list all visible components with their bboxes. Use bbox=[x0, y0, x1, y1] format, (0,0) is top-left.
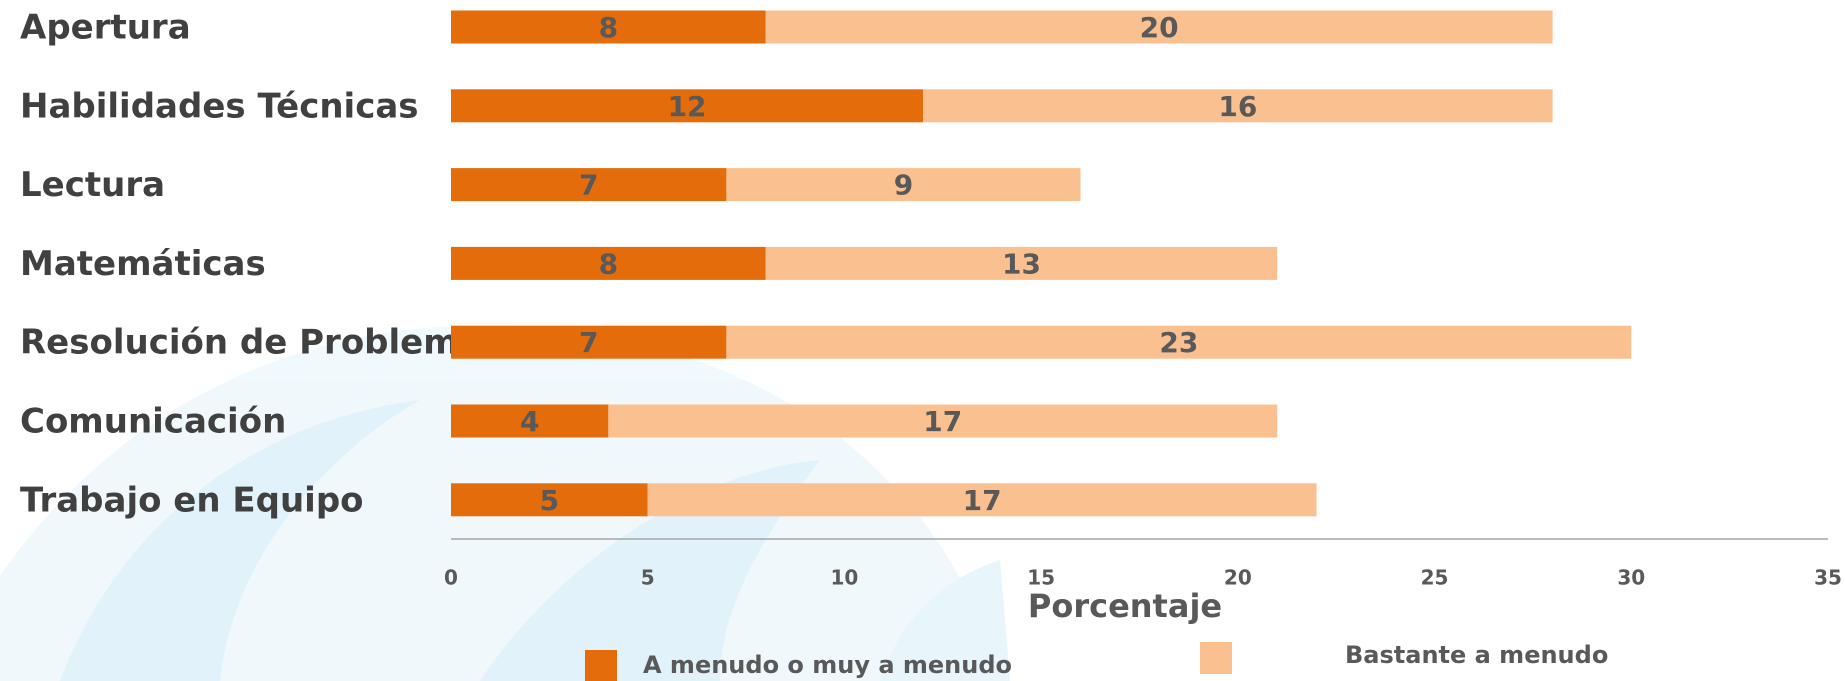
x-tick-label: 0 bbox=[444, 566, 458, 590]
x-tick-label: 35 bbox=[1814, 566, 1842, 590]
category-label: Matemáticas bbox=[20, 244, 266, 284]
value-label: 16 bbox=[1218, 90, 1257, 123]
value-label: 9 bbox=[894, 169, 913, 202]
bar-segment bbox=[451, 168, 727, 202]
value-label: 4 bbox=[520, 405, 539, 438]
category-label: Habilidades Técnicas bbox=[20, 86, 419, 126]
bar-segment bbox=[923, 89, 1553, 123]
legend-swatch bbox=[1200, 642, 1232, 674]
x-tick-label: 20 bbox=[1224, 566, 1252, 590]
value-label: 20 bbox=[1140, 11, 1179, 44]
bar-segment bbox=[451, 325, 727, 359]
value-label: 17 bbox=[963, 484, 1002, 517]
bar-segment bbox=[451, 246, 766, 280]
value-label: 13 bbox=[1002, 247, 1041, 280]
value-label: 5 bbox=[540, 484, 559, 517]
watermark-shape bbox=[880, 560, 1010, 681]
legend-label: A menudo o muy a menudo bbox=[643, 651, 1012, 679]
x-tick-label: 30 bbox=[1617, 566, 1645, 590]
legend-swatch bbox=[585, 650, 617, 681]
bar-segment bbox=[451, 89, 924, 123]
x-tick-label: 25 bbox=[1421, 566, 1449, 590]
bar-segment bbox=[726, 325, 1632, 359]
x-axis-title: Porcentaje bbox=[1028, 587, 1222, 625]
category-label: Trabajo en Equipo bbox=[20, 480, 364, 520]
x-tick-label: 5 bbox=[641, 566, 655, 590]
bar-segment bbox=[451, 404, 609, 438]
watermark-shape bbox=[60, 400, 420, 681]
value-label: 12 bbox=[668, 90, 707, 123]
bar-segment bbox=[765, 246, 1278, 280]
value-label: 17 bbox=[923, 405, 962, 438]
bar-segment bbox=[451, 10, 766, 44]
category-label: Apertura bbox=[20, 8, 191, 48]
category-label: Resolución de Problemas bbox=[20, 323, 502, 363]
bar-segment bbox=[451, 483, 648, 517]
value-label: 23 bbox=[1159, 326, 1198, 359]
value-label: 8 bbox=[599, 247, 618, 280]
legend-label: Bastante a menudo bbox=[1345, 641, 1608, 669]
x-tick-label: 15 bbox=[1027, 566, 1055, 590]
bar-segment bbox=[726, 168, 1081, 202]
category-label: Comunicación bbox=[20, 402, 286, 442]
bar-segment bbox=[608, 404, 1278, 438]
x-tick-label: 10 bbox=[831, 566, 859, 590]
bar-segment bbox=[647, 483, 1317, 517]
bar-segment bbox=[765, 10, 1553, 44]
category-label: Lectura bbox=[20, 165, 165, 205]
value-label: 8 bbox=[599, 11, 618, 44]
value-label: 7 bbox=[579, 169, 598, 202]
value-label: 7 bbox=[579, 326, 598, 359]
